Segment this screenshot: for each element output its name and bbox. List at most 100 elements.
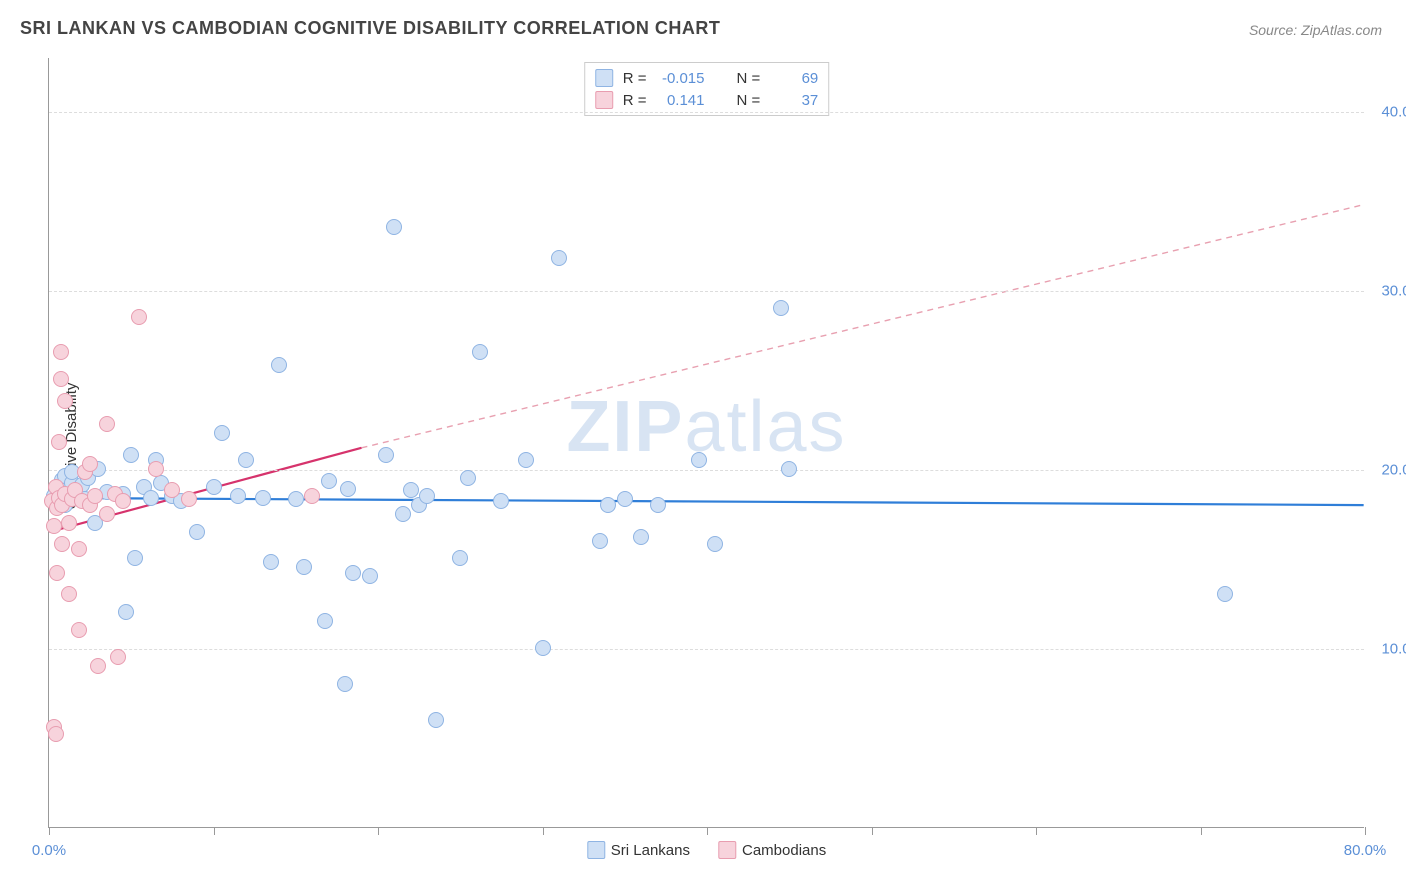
- x-tick: [543, 827, 544, 835]
- data-point: [189, 524, 205, 540]
- data-point: [707, 536, 723, 552]
- legend-stat-row: R = -0.015 N = 69: [595, 67, 819, 89]
- data-point: [230, 488, 246, 504]
- trend-lines: [49, 58, 1364, 827]
- legend-series-label: Sri Lankans: [611, 842, 690, 859]
- data-point: [238, 452, 254, 468]
- y-tick-label: 30.0%: [1381, 282, 1406, 299]
- legend-stat-row: R = 0.141 N = 37: [595, 89, 819, 111]
- legend-series: Sri Lankans Cambodians: [587, 841, 826, 859]
- r-value: -0.015: [657, 70, 705, 87]
- x-tick-label: 0.0%: [32, 842, 66, 859]
- chart-container: SRI LANKAN VS CAMBODIAN COGNITIVE DISABI…: [0, 0, 1406, 892]
- data-point: [1217, 586, 1233, 602]
- data-point: [493, 493, 509, 509]
- data-point: [395, 506, 411, 522]
- r-label: R =: [623, 70, 647, 87]
- legend-series-item: Sri Lankans: [587, 841, 690, 859]
- n-label: N =: [737, 70, 761, 87]
- data-point: [362, 568, 378, 584]
- legend-swatch: [595, 69, 613, 87]
- data-point: [296, 559, 312, 575]
- data-point: [206, 479, 222, 495]
- data-point: [61, 586, 77, 602]
- legend-stats: R = -0.015 N = 69 R = 0.141 N = 37: [584, 62, 830, 116]
- data-point: [337, 676, 353, 692]
- watermark-light: atlas: [684, 387, 846, 467]
- data-point: [143, 490, 159, 506]
- data-point: [460, 470, 476, 486]
- watermark-bold: ZIP: [566, 387, 684, 467]
- y-tick-label: 20.0%: [1381, 461, 1406, 478]
- data-point: [378, 447, 394, 463]
- legend-swatch: [718, 841, 736, 859]
- x-tick-label: 80.0%: [1344, 842, 1387, 859]
- data-point: [551, 250, 567, 266]
- n-label: N =: [737, 92, 761, 109]
- x-tick: [49, 827, 50, 835]
- x-tick: [1036, 827, 1037, 835]
- data-point: [452, 550, 468, 566]
- data-point: [321, 473, 337, 489]
- data-point: [53, 371, 69, 387]
- chart-source: Source: ZipAtlas.com: [1249, 22, 1382, 38]
- chart-title: SRI LANKAN VS CAMBODIAN COGNITIVE DISABI…: [20, 18, 720, 39]
- grid-line: [49, 291, 1364, 292]
- data-point: [345, 565, 361, 581]
- data-point: [472, 344, 488, 360]
- data-point: [288, 491, 304, 507]
- data-point: [255, 490, 271, 506]
- y-tick-label: 40.0%: [1381, 103, 1406, 120]
- data-point: [518, 452, 534, 468]
- data-point: [90, 658, 106, 674]
- data-point: [57, 393, 73, 409]
- data-point: [781, 461, 797, 477]
- grid-line: [49, 470, 1364, 471]
- data-point: [600, 497, 616, 513]
- data-point: [164, 482, 180, 498]
- data-point: [127, 550, 143, 566]
- data-point: [49, 565, 65, 581]
- grid-line: [49, 649, 1364, 650]
- x-tick: [872, 827, 873, 835]
- data-point: [592, 533, 608, 549]
- data-point: [317, 613, 333, 629]
- data-point: [773, 300, 789, 316]
- y-tick-label: 10.0%: [1381, 640, 1406, 657]
- data-point: [82, 456, 98, 472]
- data-point: [46, 518, 62, 534]
- x-tick: [214, 827, 215, 835]
- legend-series-item: Cambodians: [718, 841, 826, 859]
- x-tick: [378, 827, 379, 835]
- data-point: [110, 649, 126, 665]
- x-tick: [1365, 827, 1366, 835]
- data-point: [304, 488, 320, 504]
- data-point: [131, 309, 147, 325]
- n-value: 37: [770, 92, 818, 109]
- data-point: [123, 447, 139, 463]
- data-point: [51, 434, 67, 450]
- data-point: [148, 461, 164, 477]
- data-point: [61, 515, 77, 531]
- data-point: [419, 488, 435, 504]
- data-point: [115, 493, 131, 509]
- data-point: [617, 491, 633, 507]
- data-point: [386, 219, 402, 235]
- data-point: [633, 529, 649, 545]
- n-value: 69: [770, 70, 818, 87]
- data-point: [428, 712, 444, 728]
- data-point: [71, 622, 87, 638]
- data-point: [71, 541, 87, 557]
- legend-series-label: Cambodians: [742, 842, 826, 859]
- r-label: R =: [623, 92, 647, 109]
- grid-line: [49, 112, 1364, 113]
- legend-swatch: [595, 91, 613, 109]
- legend-swatch: [587, 841, 605, 859]
- x-tick: [707, 827, 708, 835]
- data-point: [118, 604, 134, 620]
- data-point: [181, 491, 197, 507]
- r-value: 0.141: [657, 92, 705, 109]
- data-point: [214, 425, 230, 441]
- data-point: [535, 640, 551, 656]
- x-tick: [1201, 827, 1202, 835]
